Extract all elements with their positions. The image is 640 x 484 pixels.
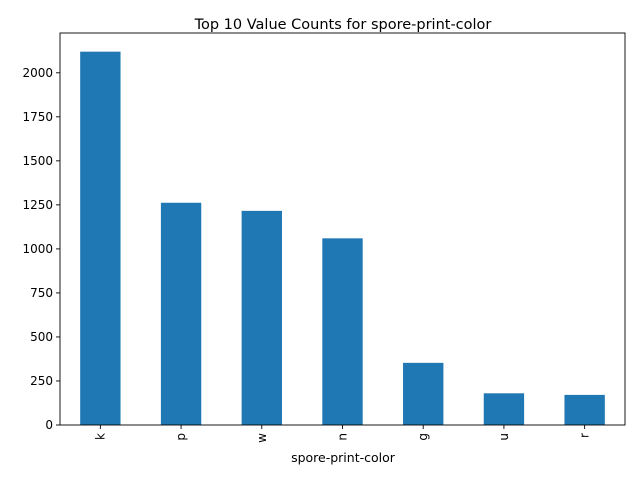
y-tick-label: 2000	[22, 66, 53, 80]
bar-r	[564, 394, 605, 425]
ticks-layer: 0 250 500 750 1000 1250 1500 1750 2000 k p w n g u r	[22, 66, 591, 443]
x-tick-label-g: g	[416, 433, 430, 441]
x-tick-label-k: k	[93, 433, 107, 440]
bar-u	[483, 393, 525, 425]
x-tick-label-u: u	[497, 433, 511, 441]
y-tick-label: 250	[30, 374, 53, 388]
bar-n	[322, 238, 363, 425]
x-tick-label-p: p	[174, 433, 188, 441]
x-tick-label-r: r	[578, 433, 592, 438]
x-tick-label-w: w	[255, 433, 269, 443]
bar-w	[241, 210, 282, 425]
x-axis-label: spore-print-color	[291, 450, 396, 465]
y-tick-label: 1250	[22, 198, 53, 212]
bar-g	[403, 362, 444, 425]
y-tick-label: 750	[30, 286, 53, 300]
y-tick-label: 1000	[22, 242, 53, 256]
chart-title: Top 10 Value Counts for spore-print-colo…	[194, 17, 492, 33]
y-tick-label: 500	[30, 330, 53, 344]
bar-k	[80, 51, 121, 426]
y-tick-label: 0	[45, 418, 53, 432]
x-tick-label-n: n	[336, 433, 350, 441]
y-tick-label: 1500	[22, 154, 53, 168]
bar-p	[160, 202, 202, 425]
y-tick-label: 1750	[22, 110, 53, 124]
bars-layer	[80, 51, 605, 426]
